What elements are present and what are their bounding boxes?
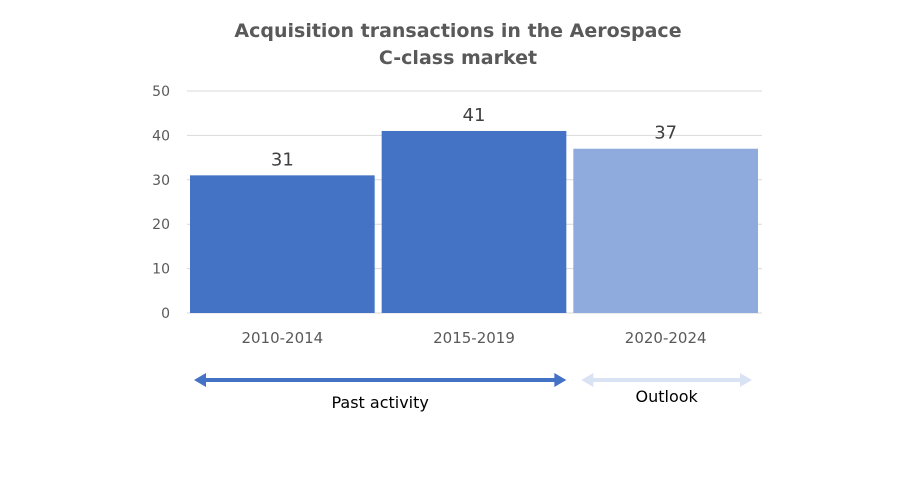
annotation-label: Past activity xyxy=(331,393,428,412)
data-label: 41 xyxy=(463,105,486,126)
y-tick-label: 10 xyxy=(152,262,170,278)
chart-title-line-1: Acquisition transactions in the Aerospac… xyxy=(234,20,681,42)
data-label: 31 xyxy=(271,149,294,170)
y-tick-label: 30 xyxy=(152,173,170,189)
bar-2020-2024 xyxy=(573,148,758,313)
arrow-right-icon xyxy=(740,373,752,387)
arrow-right-icon xyxy=(554,373,567,387)
y-tick-label: 50 xyxy=(152,84,170,100)
bar-2015-2019 xyxy=(381,130,567,313)
arrow-left-icon xyxy=(581,373,594,387)
x-tick-label: 2020-2024 xyxy=(625,329,707,347)
y-tick-label: 0 xyxy=(161,306,170,322)
chart-title-line-2: C-class market xyxy=(379,47,537,69)
arrow-left-icon xyxy=(194,373,206,387)
y-tick-label: 40 xyxy=(152,128,170,144)
data-label: 37 xyxy=(654,123,677,144)
x-tick-label: 2015-2019 xyxy=(433,329,515,347)
annotation-label: Outlook xyxy=(636,387,699,406)
y-tick-label: 20 xyxy=(152,217,170,233)
bar-2010-2014 xyxy=(190,175,375,313)
x-tick-label: 2010-2014 xyxy=(241,329,323,347)
